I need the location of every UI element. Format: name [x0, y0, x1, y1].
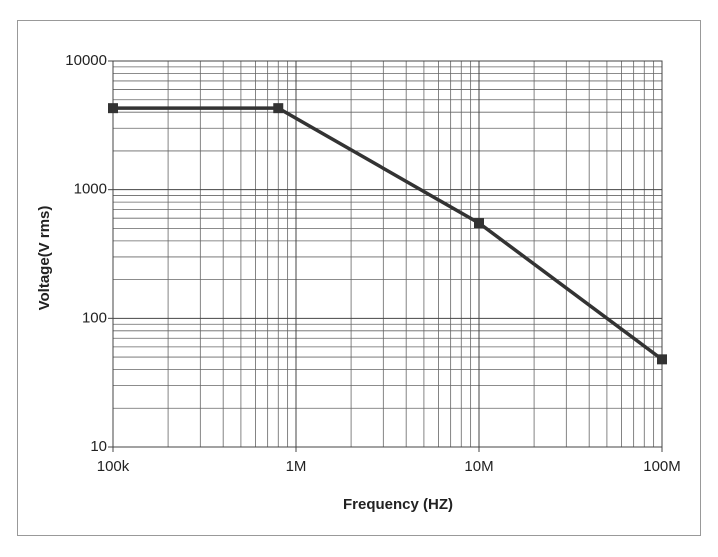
series-line	[113, 106, 664, 361]
x-tick-label: 10M	[464, 458, 493, 475]
point-marker	[474, 218, 484, 229]
y-tick-label: 10	[90, 438, 107, 455]
y-tick-label: 1000	[74, 181, 107, 198]
frame	[17, 20, 701, 536]
y-tick-label: 10000	[65, 52, 107, 69]
point-marker	[108, 103, 118, 114]
point-marker	[273, 103, 284, 114]
x-tick-label: 100M	[643, 458, 681, 475]
plot-border	[112, 60, 663, 448]
y-axis-label: Voltage(V rms)	[36, 206, 53, 311]
y-tick-label: 100	[82, 309, 107, 326]
x-axis-label: Frequency (HZ)	[343, 496, 453, 513]
point-marker	[657, 354, 667, 365]
x-tick-label: 100k	[97, 458, 130, 475]
x-tick-label: 1M	[286, 458, 307, 475]
